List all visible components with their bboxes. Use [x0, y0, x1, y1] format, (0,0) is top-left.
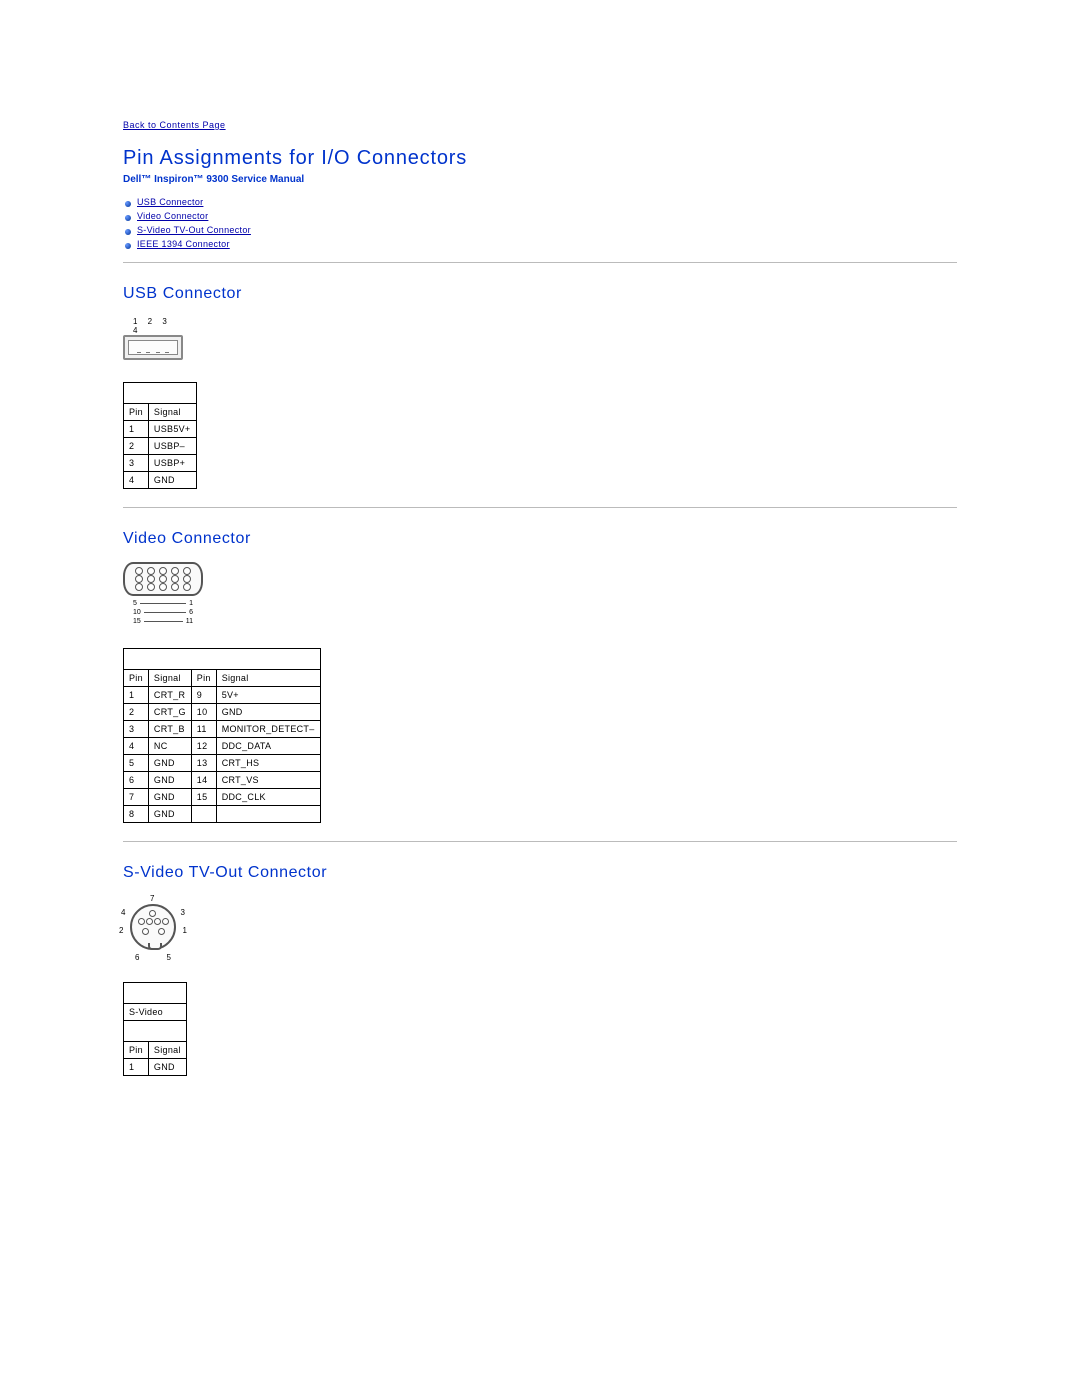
table-cell: 5: [124, 755, 149, 772]
video-col-signal2: Signal: [216, 670, 320, 687]
table-cell: 15: [191, 789, 216, 806]
table-cell: CRT_VS: [216, 772, 320, 789]
vga-legend-label: 1: [189, 599, 193, 608]
svideo-connector-diagram: 7 4 3 2 1 6 5: [123, 896, 183, 960]
table-cell: 7: [124, 789, 149, 806]
table-cell: CRT_B: [148, 721, 191, 738]
table-cell: 1: [124, 687, 149, 704]
video-pin-table: Pin Signal Pin Signal 1CRT_R95V+ 2CRT_G1…: [123, 648, 321, 823]
page-title: Pin Assignments for I/O Connectors: [123, 147, 957, 170]
svideo-pin-table: S-Video Pin Signal 1GND: [123, 982, 187, 1076]
toc-link-usb[interactable]: USB Connector: [137, 197, 203, 207]
usb-col-signal: Signal: [148, 404, 196, 421]
table-cell: 1: [124, 1059, 149, 1076]
table-cell: GND: [148, 472, 196, 489]
sv-pin-label: 6: [135, 953, 139, 962]
table-cell: 3: [124, 721, 149, 738]
table-cell: CRT_G: [148, 704, 191, 721]
table-cell: 14: [191, 772, 216, 789]
table-cell: [191, 806, 216, 823]
divider: [123, 262, 957, 263]
table-cell: CRT_HS: [216, 755, 320, 772]
video-connector-diagram: 5 1 10 6 15 11: [123, 562, 203, 626]
vga-legend-label: 11: [186, 617, 193, 626]
table-cell: 11: [191, 721, 216, 738]
svideo-col-pin: Pin: [124, 1042, 149, 1059]
svideo-heading: S-Video TV-Out Connector: [123, 864, 957, 882]
vga-legend-label: 6: [189, 608, 193, 617]
vga-legend-label: 5: [133, 599, 137, 608]
video-heading: Video Connector: [123, 530, 957, 548]
svideo-col-signal: Signal: [148, 1042, 186, 1059]
table-cell: 13: [191, 755, 216, 772]
table-cell: 2: [124, 438, 149, 455]
usb-heading: USB Connector: [123, 285, 957, 303]
video-col-pin2: Pin: [191, 670, 216, 687]
table-cell: GND: [148, 755, 191, 772]
sv-pin-label: 1: [183, 926, 187, 935]
sv-pin-label: 7: [150, 894, 154, 903]
video-col-signal: Signal: [148, 670, 191, 687]
table-cell: GND: [216, 704, 320, 721]
table-cell: 4: [124, 738, 149, 755]
table-of-contents: USB Connector Video Connector S-Video TV…: [123, 197, 957, 250]
table-cell: 8: [124, 806, 149, 823]
table-cell: USBP–: [148, 438, 196, 455]
usb-pin-numbers: 1 2 3 4: [123, 317, 183, 335]
table-cell: GND: [148, 1059, 186, 1076]
table-cell: DDC_CLK: [216, 789, 320, 806]
table-cell: 3: [124, 455, 149, 472]
svideo-table-title: S-Video: [124, 1004, 187, 1021]
back-to-contents-link[interactable]: Back to Contents Page: [123, 120, 226, 130]
sv-pin-label: 3: [181, 908, 185, 917]
table-cell: 9: [191, 687, 216, 704]
sv-pin-label: 4: [121, 908, 125, 917]
toc-link-video[interactable]: Video Connector: [137, 211, 208, 221]
page-subtitle: Dell™ Inspiron™ 9300 Service Manual: [123, 174, 957, 185]
table-cell: GND: [148, 789, 191, 806]
table-cell: DDC_DATA: [216, 738, 320, 755]
table-cell: NC: [148, 738, 191, 755]
usb-connector-diagram: 1 2 3 4: [123, 317, 183, 360]
video-col-pin: Pin: [124, 670, 149, 687]
table-cell: [216, 806, 320, 823]
table-cell: USBP+: [148, 455, 196, 472]
table-cell: CRT_R: [148, 687, 191, 704]
divider: [123, 841, 957, 842]
vga-legend-label: 10: [133, 608, 141, 617]
table-cell: 6: [124, 772, 149, 789]
vga-legend-label: 15: [133, 617, 141, 626]
divider: [123, 507, 957, 508]
table-cell: USB5V+: [148, 421, 196, 438]
toc-link-svideo[interactable]: S-Video TV-Out Connector: [137, 225, 251, 235]
usb-col-pin: Pin: [124, 404, 149, 421]
toc-link-ieee1394[interactable]: IEEE 1394 Connector: [137, 239, 230, 249]
table-cell: 12: [191, 738, 216, 755]
sv-pin-label: 2: [119, 926, 123, 935]
table-cell: 4: [124, 472, 149, 489]
usb-pin-table: Pin Signal 1USB5V+ 2USBP– 3USBP+ 4GND: [123, 382, 197, 489]
table-cell: GND: [148, 772, 191, 789]
table-cell: MONITOR_DETECT–: [216, 721, 320, 738]
table-cell: 10: [191, 704, 216, 721]
sv-pin-label: 5: [167, 953, 171, 962]
table-cell: GND: [148, 806, 191, 823]
table-cell: 5V+: [216, 687, 320, 704]
table-cell: 2: [124, 704, 149, 721]
table-cell: 1: [124, 421, 149, 438]
